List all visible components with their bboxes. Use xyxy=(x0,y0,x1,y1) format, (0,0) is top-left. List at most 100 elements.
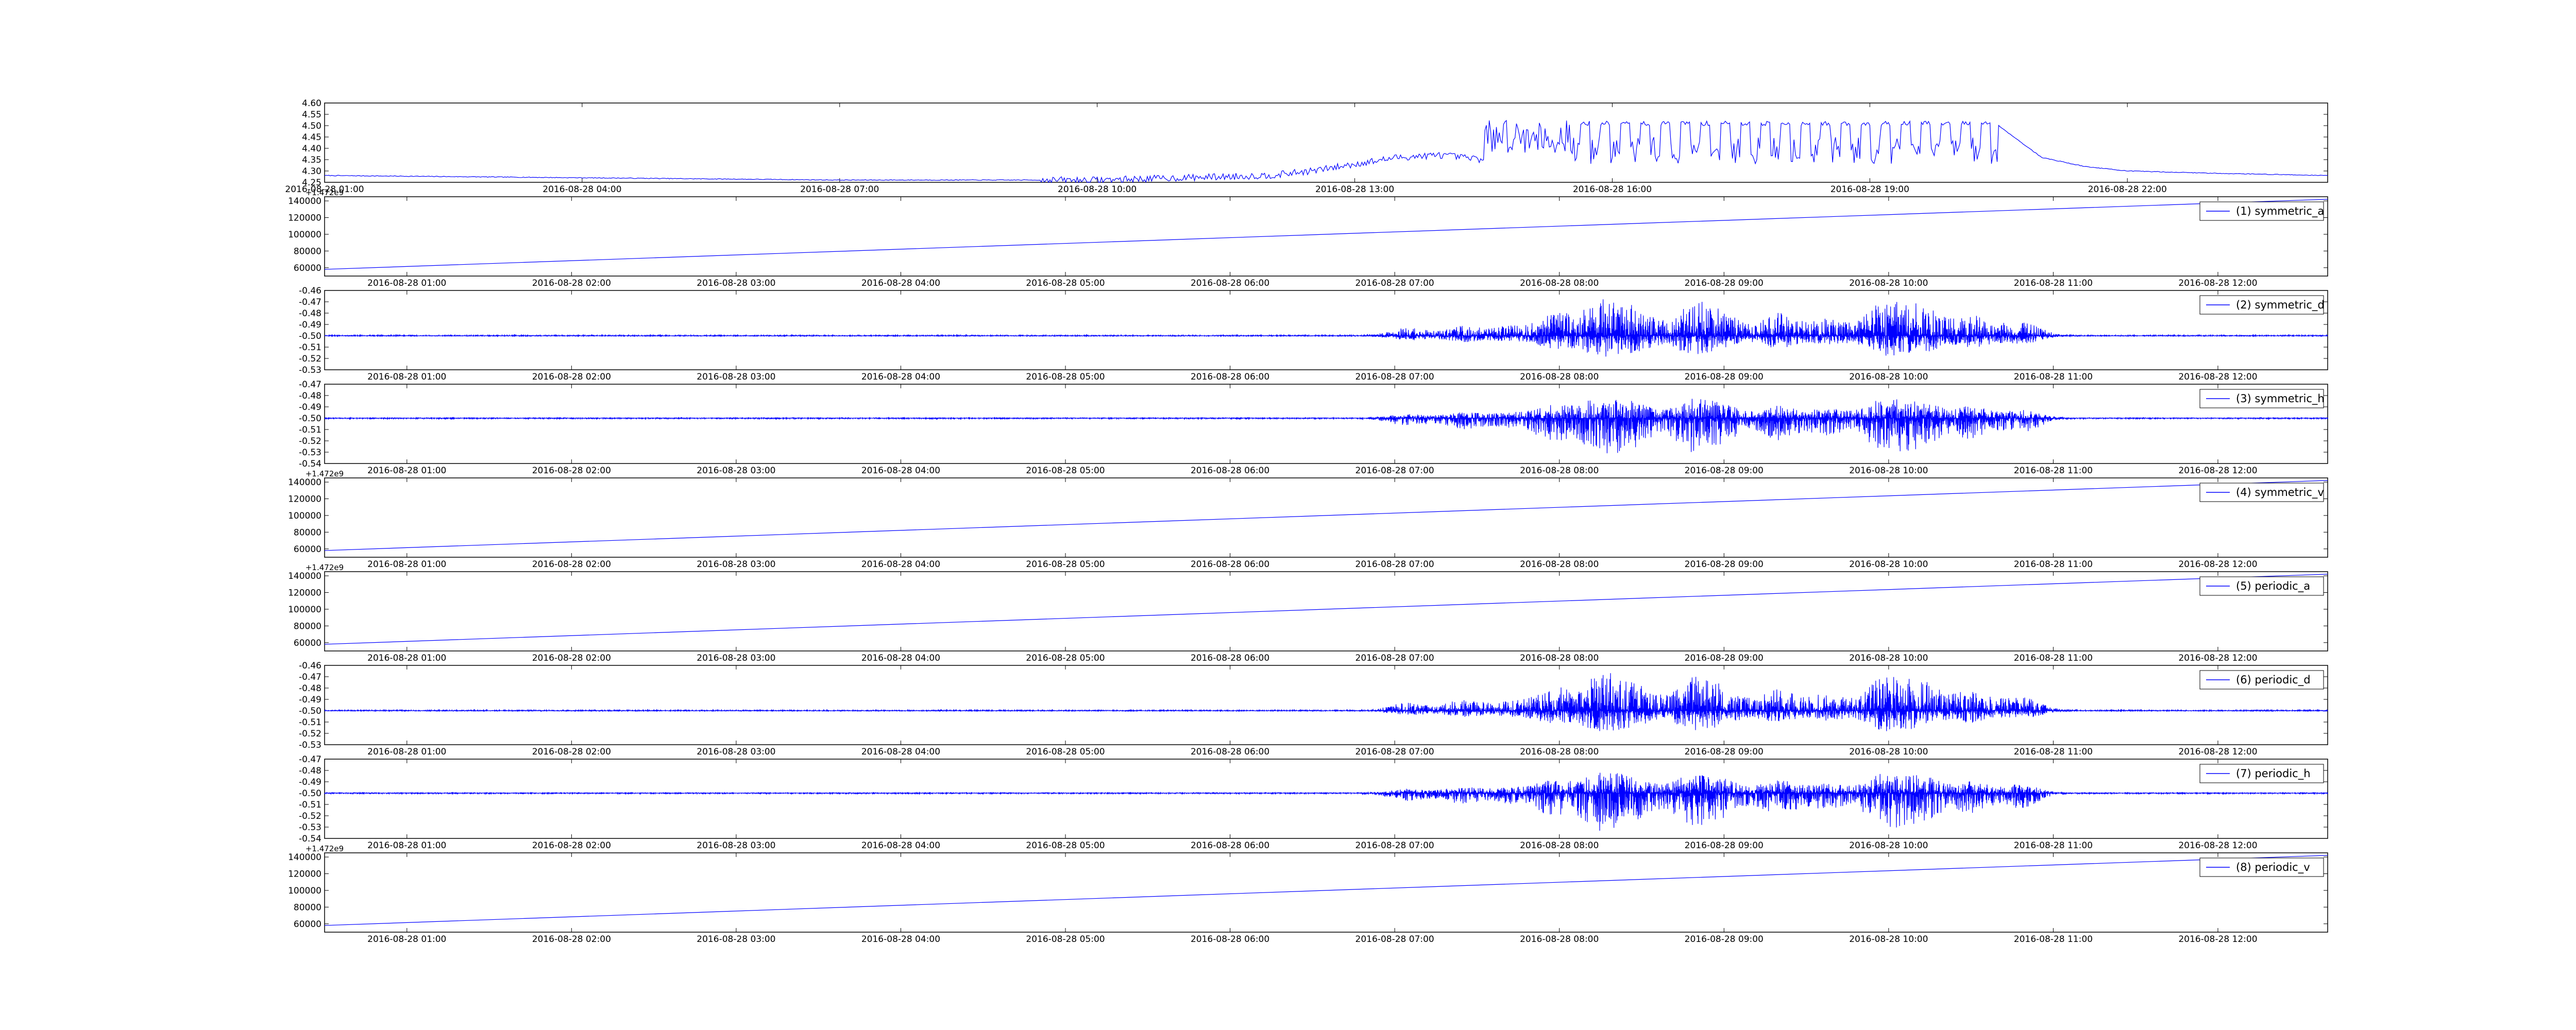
x-tick-label: 2016-08-28 03:00 xyxy=(697,934,775,945)
chart-panel-8: 60000 80000 100000 120000 140000 2016-08-28 0… xyxy=(288,844,2328,945)
x-tick-label: 2016-08-28 02:00 xyxy=(532,934,611,945)
x-tick-label: 2016-08-28 10:00 xyxy=(1849,653,1928,663)
x-tick-label: 2016-08-28 09:00 xyxy=(1685,466,1764,476)
x-tick-label: 2016-08-28 08:00 xyxy=(1520,934,1599,945)
x-tick-label: 2016-08-28 07:00 xyxy=(1355,278,1434,288)
x-tick-label: 2016-08-28 06:00 xyxy=(1191,934,1269,945)
legend-label: (4) symmetric_v xyxy=(2236,486,2324,499)
chart-panel-2: -0.53-0.52-0.51-0.50-0.49-0.48-0.47-0.46… xyxy=(299,286,2328,382)
x-tick-label: 2016-08-28 04:00 xyxy=(861,372,940,382)
y-tick-label: -0.51 xyxy=(299,717,321,728)
y-tick-label: -0.51 xyxy=(299,425,321,435)
legend-label: (5) periodic_a xyxy=(2236,580,2310,593)
x-tick-label: 2016-08-28 11:00 xyxy=(2014,840,2093,851)
x-tick-label: 2016-08-28 07:00 xyxy=(1355,747,1434,757)
x-tick-label: 2016-08-28 01:00 xyxy=(367,559,446,570)
x-tick-label: 2016-08-28 01:00 xyxy=(367,466,446,476)
y-tick-label: -0.53 xyxy=(299,448,321,458)
x-tick-label: 2016-08-28 12:00 xyxy=(2178,372,2257,382)
x-tick-label: 2016-08-28 03:00 xyxy=(697,653,775,663)
y-tick-label: -0.48 xyxy=(299,308,321,319)
x-tick-label: 2016-08-28 01:00 xyxy=(367,372,446,382)
plot-area xyxy=(324,196,2328,277)
plot-area xyxy=(324,102,2328,183)
x-tick-label: 2016-08-28 07:00 xyxy=(1355,653,1434,663)
chart-panel-4: 60000 80000 100000 120000 140000 2016-08-28 0… xyxy=(288,469,2328,570)
legend-label: (6) periodic_d xyxy=(2236,674,2311,686)
x-tick-label: 2016-08-28 05:00 xyxy=(1026,372,1105,382)
y-tick-label: -0.52 xyxy=(299,354,321,364)
y-tick-label: 4.50 xyxy=(302,121,321,131)
x-tick-label: 2016-08-28 08:00 xyxy=(1520,466,1599,476)
x-tick-label: 2016-08-28 19:00 xyxy=(1831,184,1909,195)
legend-label: (1) symmetric_a xyxy=(2236,205,2324,218)
x-tick-label: 2016-08-28 06:00 xyxy=(1191,466,1269,476)
x-tick-label: 2016-08-28 10:00 xyxy=(1058,184,1137,195)
y-tick-label: -0.46 xyxy=(299,286,321,296)
y-tick-label: 140000 xyxy=(288,852,321,863)
y-tick-label: -0.46 xyxy=(299,661,321,671)
x-tick-label: 2016-08-28 08:00 xyxy=(1520,653,1599,663)
x-tick-label: 2016-08-28 01:00 xyxy=(367,278,446,288)
y-tick-label: 60000 xyxy=(294,263,321,273)
x-tick-label: 2016-08-28 04:00 xyxy=(861,840,940,851)
series-line xyxy=(324,772,2329,831)
x-tick-label: 2016-08-28 04:00 xyxy=(861,559,940,570)
y-tick-label: -0.47 xyxy=(299,754,321,765)
y-tick-label: -0.54 xyxy=(299,834,321,844)
x-tick-label: 2016-08-28 11:00 xyxy=(2014,747,2093,757)
y-tick-label: -0.52 xyxy=(299,729,321,739)
x-tick-label: 2016-08-28 10:00 xyxy=(1849,747,1928,757)
x-tick-label: 2016-08-28 13:00 xyxy=(1315,184,1394,195)
y-tick-label: 120000 xyxy=(288,588,321,598)
axis-offset-label: +1.472e9 xyxy=(306,563,344,572)
x-tick-label: 2016-08-28 05:00 xyxy=(1026,934,1105,945)
x-tick-label: 2016-08-28 02:00 xyxy=(532,747,611,757)
x-tick-label: 2016-08-28 01:00 xyxy=(367,747,446,757)
legend-label: (8) periodic_v xyxy=(2236,861,2310,874)
y-tick-label: -0.54 xyxy=(299,459,321,469)
x-tick-label: 2016-08-28 04:00 xyxy=(543,184,621,195)
x-tick-label: 2016-08-28 02:00 xyxy=(532,372,611,382)
x-tick-label: 2016-08-28 16:00 xyxy=(1573,184,1652,195)
series-line xyxy=(324,399,2329,454)
chart-panel-5: 60000 80000 100000 120000 140000 2016-08-28 0… xyxy=(288,563,2328,663)
y-tick-label: 4.30 xyxy=(302,166,321,177)
x-tick-label: 2016-08-28 08:00 xyxy=(1520,372,1599,382)
y-tick-label: 100000 xyxy=(288,605,321,615)
x-tick-label: 2016-08-28 02:00 xyxy=(532,840,611,851)
x-tick-label: 2016-08-28 05:00 xyxy=(1026,840,1105,851)
y-tick-label: 140000 xyxy=(288,571,321,581)
legend-label: (3) symmetric_h xyxy=(2236,392,2325,405)
x-tick-label: 2016-08-28 12:00 xyxy=(2178,653,2257,663)
chart-panel-6: -0.53-0.52-0.51-0.50-0.49-0.48-0.47-0.46… xyxy=(299,661,2328,757)
y-tick-label: 4.60 xyxy=(302,98,321,109)
x-tick-label: 2016-08-28 05:00 xyxy=(1026,278,1105,288)
y-tick-label: 120000 xyxy=(288,213,321,224)
x-tick-label: 2016-08-28 12:00 xyxy=(2178,840,2257,851)
x-tick-label: 2016-08-28 12:00 xyxy=(2178,278,2257,288)
series-line xyxy=(324,673,2328,731)
y-tick-label: -0.51 xyxy=(299,342,321,353)
x-tick-label: 2016-08-28 11:00 xyxy=(2014,559,2093,570)
x-tick-label: 2016-08-28 11:00 xyxy=(2014,372,2093,382)
y-tick-label: -0.50 xyxy=(299,331,321,341)
y-tick-label: -0.53 xyxy=(299,740,321,750)
x-tick-label: 2016-08-28 05:00 xyxy=(1026,653,1105,663)
y-tick-label: 100000 xyxy=(288,230,321,240)
y-tick-label: 120000 xyxy=(288,869,321,880)
y-tick-label: -0.49 xyxy=(299,402,321,413)
x-tick-label: 2016-08-28 08:00 xyxy=(1520,840,1599,851)
legend-label: (7) periodic_h xyxy=(2236,767,2311,780)
series-line xyxy=(324,119,2328,183)
y-tick-label: -0.47 xyxy=(299,297,321,307)
y-tick-label: 100000 xyxy=(288,886,321,896)
x-tick-label: 2016-08-28 02:00 xyxy=(532,653,611,663)
y-tick-label: 4.55 xyxy=(302,110,321,120)
x-tick-label: 2016-08-28 05:00 xyxy=(1026,466,1105,476)
x-tick-label: 2016-08-28 01:00 xyxy=(367,840,446,851)
y-tick-label: -0.50 xyxy=(299,414,321,424)
x-tick-label: 2016-08-28 06:00 xyxy=(1191,653,1269,663)
x-tick-label: 2016-08-28 11:00 xyxy=(2014,653,2093,663)
